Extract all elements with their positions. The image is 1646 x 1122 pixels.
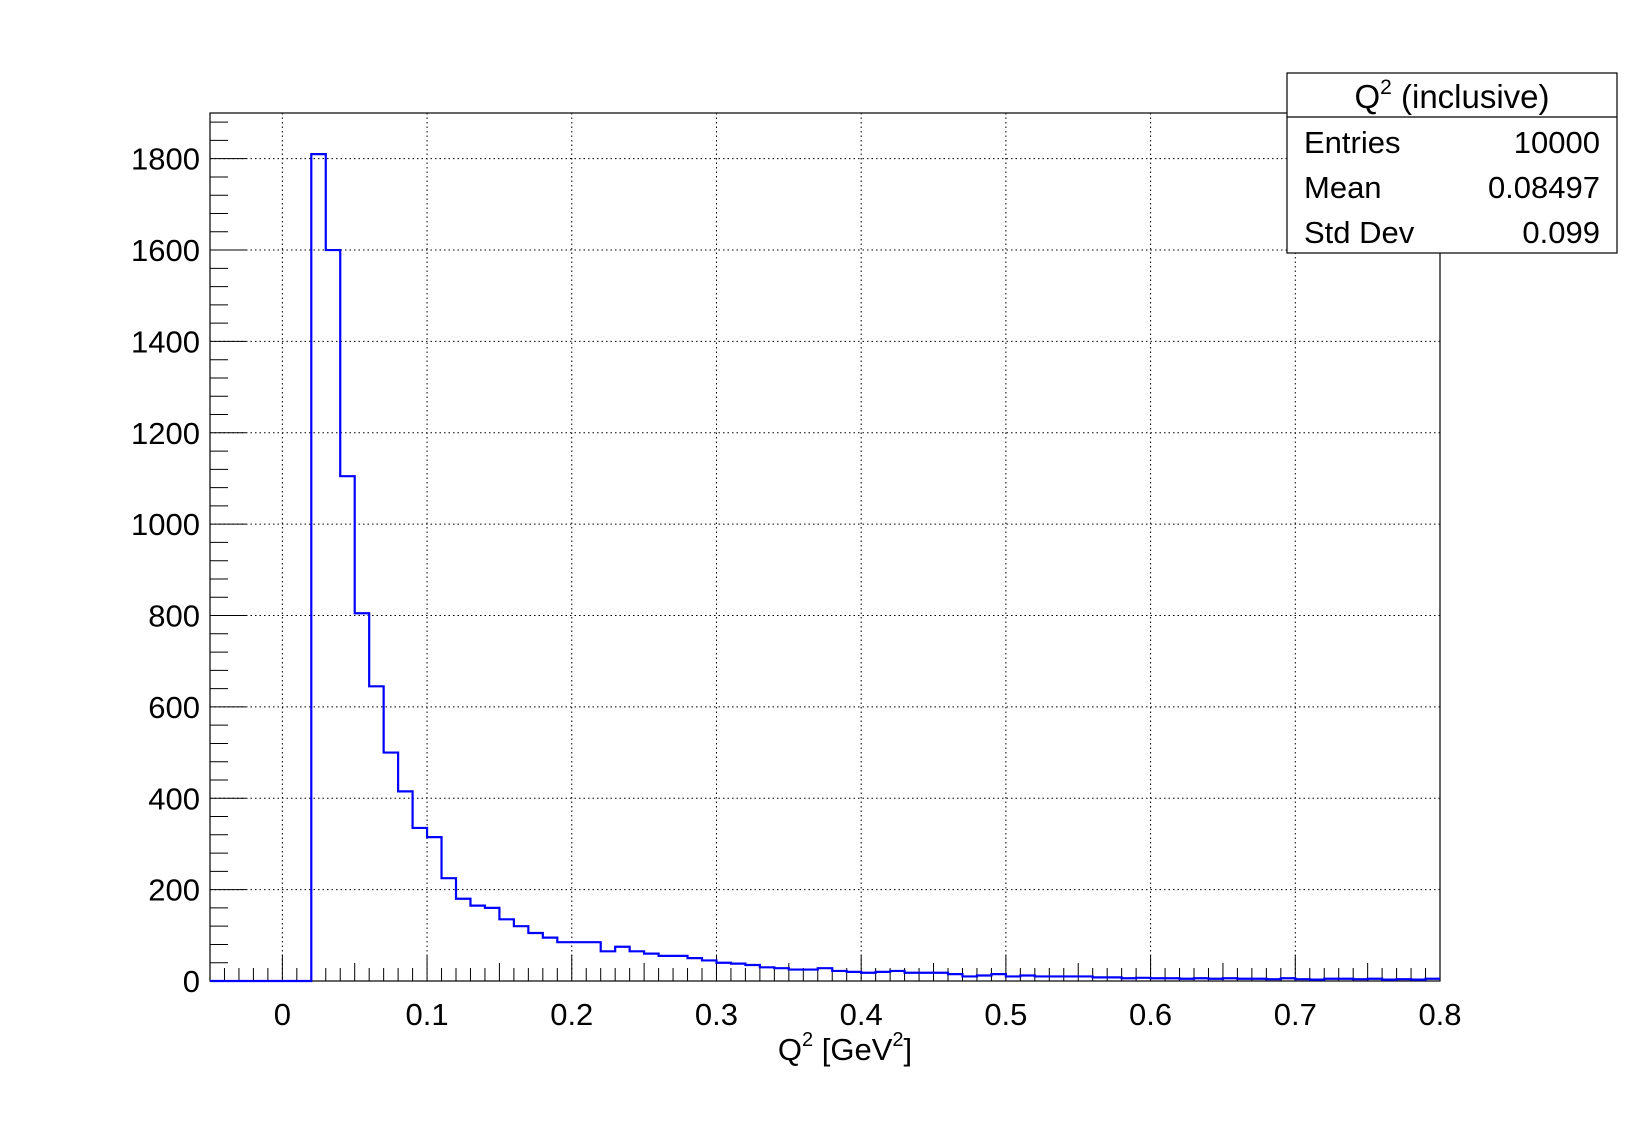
histogram-bin — [572, 942, 586, 981]
stats-box-title: Q2 (inclusive) — [1354, 76, 1549, 115]
x-axis-tick-labels: 0 0.1 0.2 0.3 0.4 0.5 0.6 0.7 0.8 — [274, 997, 1462, 1032]
histogram-bin — [384, 753, 398, 981]
histogram-bin — [427, 837, 441, 981]
y-tick-label: 0 — [183, 964, 200, 999]
histogram-bin — [876, 972, 890, 981]
tick-layer — [209, 121, 1441, 982]
histogram-bin — [586, 942, 600, 981]
x-tick-label: 0.5 — [984, 997, 1027, 1032]
stats-mean-label: Mean — [1304, 170, 1382, 205]
y-tick-label: 400 — [148, 781, 200, 816]
x-tick-label: 0.8 — [1418, 997, 1461, 1032]
x-tick-label: 0.7 — [1274, 997, 1317, 1032]
x-axis-title-unit-sup: 2 — [892, 1029, 903, 1051]
x-tick-label: 0 — [274, 997, 291, 1032]
histogram-bin — [934, 973, 948, 981]
stats-title-sup: 2 — [1380, 76, 1392, 99]
histogram-bin — [557, 942, 571, 981]
histogram-bin — [543, 938, 557, 981]
histogram-bin — [905, 973, 919, 981]
grid-layer — [210, 113, 1441, 982]
histogram-bin — [499, 919, 513, 981]
stats-stddev-value: 0.099 — [1522, 215, 1600, 250]
histogram-bin — [413, 828, 427, 981]
stats-stddev-label: Std Dev — [1304, 215, 1415, 250]
y-tick-label: 200 — [148, 873, 200, 908]
histogram-bin — [311, 154, 325, 981]
x-axis-title-main: Q — [778, 1032, 802, 1067]
stats-entries-label: Entries — [1304, 125, 1400, 160]
histogram-bin — [803, 970, 817, 981]
histogram-bin — [789, 970, 803, 981]
histogram-bin — [340, 476, 354, 981]
histogram-bin — [456, 899, 470, 981]
histogram-bin — [716, 963, 730, 981]
stats-mean-value: 0.08497 — [1488, 170, 1600, 205]
y-axis-tick-labels: 0 200 400 600 800 1000 1200 1400 1600 1800 — [131, 142, 200, 999]
histogram-bin — [369, 686, 383, 981]
x-axis-title-sup: 2 — [802, 1029, 813, 1051]
y-tick-label: 1800 — [131, 142, 200, 177]
histogram-bin — [774, 968, 788, 981]
y-tick-label: 1400 — [131, 324, 200, 359]
histogram-bin — [818, 968, 832, 981]
histogram-bins — [311, 154, 1440, 981]
histogram-bin — [659, 956, 673, 981]
y-tick-label: 1600 — [131, 233, 200, 268]
y-tick-label: 1200 — [131, 416, 200, 451]
x-tick-label: 0.6 — [1129, 997, 1172, 1032]
histogram-bin — [355, 613, 369, 981]
x-axis-title-unit: [GeV — [813, 1032, 893, 1067]
stats-title-rest: (inclusive) — [1392, 78, 1550, 115]
histogram-bin — [514, 926, 528, 981]
histogram-bin — [644, 954, 658, 981]
histogram-bin — [528, 933, 542, 981]
histogram-bin — [745, 965, 759, 981]
histogram-bin — [485, 908, 499, 981]
x-tick-label: 0.1 — [406, 997, 449, 1032]
histogram-bin — [601, 951, 615, 981]
histogram-bin — [688, 958, 702, 981]
histogram-bin — [760, 967, 774, 981]
y-tick-label: 800 — [148, 599, 200, 634]
histogram-bin — [919, 973, 933, 981]
plot-frame — [209, 112, 1441, 982]
histogram-bin — [847, 972, 861, 981]
histogram-bin — [890, 971, 904, 981]
histogram-step-line — [210, 153, 1440, 983]
x-tick-label: 0.2 — [550, 997, 593, 1032]
y-tick-label: 600 — [148, 690, 200, 725]
histogram-bin — [731, 964, 745, 981]
stats-title-main: Q — [1354, 78, 1380, 115]
stats-box-frame — [1286, 72, 1618, 254]
histogram-bin — [861, 973, 875, 981]
histogram-bin — [832, 971, 846, 981]
stats-box: Q2 (inclusive) Entries 10000 Mean 0.0849… — [1286, 72, 1618, 254]
x-axis-title: Q2 [GeV2] — [778, 1029, 912, 1067]
histogram-bin — [673, 956, 687, 981]
histogram-bin — [702, 960, 716, 981]
stats-entries-value: 10000 — [1514, 125, 1600, 160]
histogram-bin — [398, 791, 412, 981]
histogram-bin — [442, 878, 456, 981]
histogram-bin — [470, 906, 484, 981]
x-tick-label: 0.4 — [840, 997, 883, 1032]
histogram-bin — [630, 951, 644, 981]
histogram-bin — [615, 947, 629, 981]
x-axis-title-unit-close: ] — [904, 1032, 913, 1067]
y-tick-label: 1000 — [131, 507, 200, 542]
x-tick-label: 0.3 — [695, 997, 738, 1032]
